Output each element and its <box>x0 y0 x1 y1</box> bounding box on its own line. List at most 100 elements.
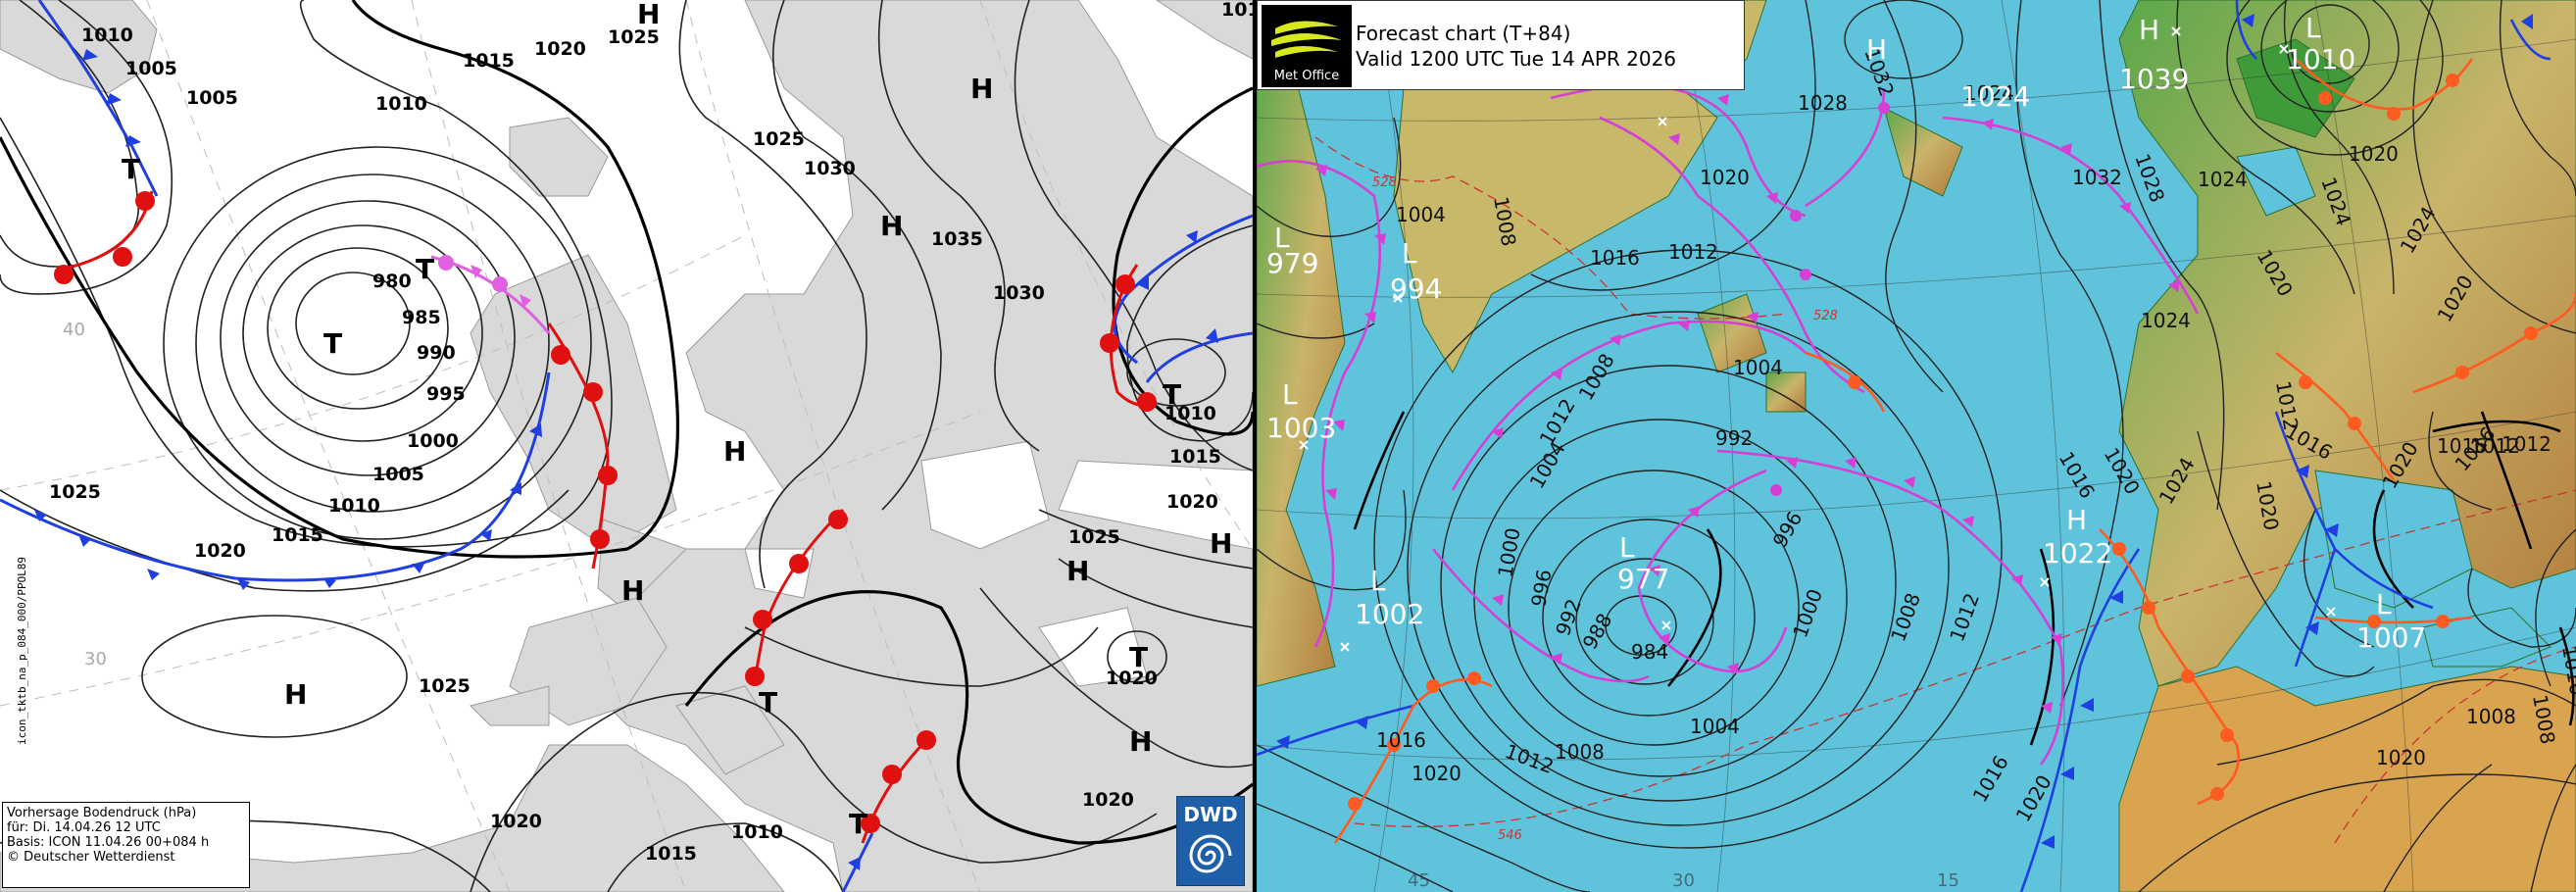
isobar-label: 1020 <box>2011 770 2056 825</box>
isobar-label: 1004 <box>1690 715 1740 738</box>
isobar-label: 1016 <box>1376 728 1426 752</box>
high-pressure-marker: H <box>2139 14 2159 46</box>
mo-centre-crosses <box>1299 26 2336 652</box>
isobar-label: 1024 <box>1964 81 2014 105</box>
isobar-label: 988 <box>1578 609 1617 653</box>
low-pressure-value: 1003 <box>1266 412 1336 444</box>
mo-warm-front-symbols <box>1348 74 2538 811</box>
isobar-label: 1012 <box>1945 590 1984 645</box>
isobar-label: 1012 <box>2502 432 2551 456</box>
isobar-label: 1016 <box>2055 448 2100 503</box>
isobar-label: 1025 <box>608 26 660 48</box>
isobar-label: 985 <box>402 307 441 328</box>
grid-label: 45 <box>1408 870 1430 891</box>
isobar-label: 1010 <box>1164 403 1216 424</box>
isobar-label: 992 <box>1715 426 1753 450</box>
mo-occluded-fronts <box>1257 83 2200 766</box>
low-pressure-marker: T <box>759 686 777 719</box>
isobar-label: 1016 <box>1590 246 1640 270</box>
isobar-label: 1028 <box>2130 151 2169 206</box>
mo-grid-labels: 45 30 15 <box>1408 870 1959 891</box>
model-run-id: icon_tktb_na_p_084_000/PPOL89 <box>16 556 28 745</box>
isobar-label: 1000 <box>1493 526 1524 579</box>
isobar-label: 1012 <box>1502 739 1557 778</box>
isobar-label: 1024 <box>2141 309 2191 332</box>
mo-cold-front-symbols <box>1276 14 2533 849</box>
high-pressure-marker: H <box>621 574 644 607</box>
high-pressure-marker: H <box>2066 504 2087 536</box>
low-pressure-marker: L <box>1619 531 1635 564</box>
grid-label: 15 <box>1937 870 1959 891</box>
low-pressure-marker: L <box>2376 588 2392 620</box>
isobar-label: 1020 <box>1700 166 1750 189</box>
met-office-swirl-icon <box>1271 21 1342 58</box>
dwd-map-canvas: 1010 1005 1005 1015 1020 1025 1010 1025 … <box>0 0 1253 892</box>
isobar-label: 1010 <box>731 821 783 843</box>
high-pressure-marker: H <box>637 0 660 30</box>
info-valid-time: für: Di. 14.04.26 12 UTC <box>7 820 161 835</box>
met-office-logo-text: Met Office <box>1273 69 1340 83</box>
isobar-label: 1004 <box>1396 203 1446 226</box>
dwd-pressure-systems: H H T T T H H T H H H T H T T H <box>122 0 1232 840</box>
isobar-label: 1015 <box>645 843 697 865</box>
isobar-label: 1005 <box>125 58 177 79</box>
isobar-label: 1020 <box>490 811 542 832</box>
isobar-label: 1032 <box>2072 166 2122 189</box>
mo-header: Met Office Forecast chart (T+84) Valid 1… <box>1257 0 1745 90</box>
isobar-label: 1025 <box>419 675 471 697</box>
high-pressure-marker: H <box>723 435 746 468</box>
high-pressure-value: 1039 <box>2119 63 2189 95</box>
low-pressure-marker: L <box>1402 237 1417 270</box>
metoffice-map-canvas: 528 528 546 45 30 15 1032 1024 1020 1028… <box>1257 0 2576 892</box>
isobar-label: 1000 <box>1788 586 1827 641</box>
isobar-label: 1025 <box>49 481 101 503</box>
thickness-label: 546 <box>1498 828 1522 843</box>
isobar-label: 1015 <box>272 524 323 546</box>
dwd-graticule <box>0 0 1253 892</box>
isobar-label: 1000 <box>407 430 459 452</box>
thickness-label: 528 <box>1372 175 1397 190</box>
isobar-label: 1008 <box>2466 705 2516 728</box>
isobar-label: 1020 <box>1082 789 1134 811</box>
dwd-occluded-symbols <box>438 255 531 308</box>
dwd-cold-front-symbols <box>34 49 1218 870</box>
isobar-label: 990 <box>417 342 456 364</box>
info-copyright: © Deutscher Wetterdienst <box>7 850 175 865</box>
isobar-label: 1016 <box>2437 434 2487 458</box>
info-base-time: Basis: ICON 11.04.26 00+084 h <box>7 835 210 850</box>
low-pressure-marker: L <box>1282 378 1298 411</box>
mo-landmasses <box>1257 0 2576 892</box>
mo-occluded-symbols <box>1315 94 2180 714</box>
isobar-label: 1025 <box>753 128 805 150</box>
isobar-label: 1016 <box>1968 751 2013 806</box>
isobar-label: 1005 <box>186 87 238 109</box>
isobar-label: 1030 <box>993 282 1045 304</box>
isobar-label: 1010 <box>81 25 133 46</box>
isobar-label: 1012 <box>2470 434 2520 458</box>
low-pressure-value: 1007 <box>2356 621 2426 654</box>
high-pressure-marker: H <box>880 210 903 242</box>
isobar-label: 1004 <box>1733 356 1783 379</box>
high-pressure-marker: H <box>1066 555 1089 587</box>
latitude-label: 40 <box>63 320 85 340</box>
grid-label: 30 <box>1672 870 1695 891</box>
isobar-label: 996 <box>1768 507 1808 551</box>
isobar-label: 1015 <box>463 50 515 72</box>
isobar-label: 1020 <box>1106 668 1158 689</box>
isobar-label: 1025 <box>1068 526 1120 548</box>
isobar-label: 1035 <box>931 228 983 250</box>
panel-divider <box>1253 0 1257 892</box>
high-pressure-value: 1022 <box>2043 537 2112 570</box>
low-pressure-marker: T <box>416 253 434 285</box>
high-pressure-marker: H <box>284 678 307 711</box>
dwd-isobars <box>0 0 1253 892</box>
isobar-label: 996 <box>1526 568 1556 609</box>
low-pressure-marker: L <box>1274 222 1290 254</box>
dwd-warm-front-symbols <box>54 191 1157 833</box>
isobar-label: 1010 <box>375 93 427 115</box>
mo-chart-title: Forecast chart (T+84) Valid 1200 UTC Tue… <box>1356 21 1676 72</box>
mo-cold-fronts <box>1257 0 2551 892</box>
forecast-valid-time: Valid 1200 UTC Tue 14 APR 2026 <box>1356 47 1677 71</box>
low-pressure-marker: L <box>1370 565 1386 597</box>
isobar-label: 984 <box>1631 640 1668 664</box>
